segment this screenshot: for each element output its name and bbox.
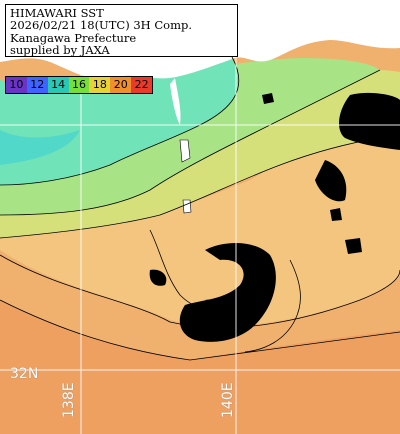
header-line-2: 2026/02/21 18(UTC) 3H Comp. [10, 18, 193, 33]
coldest-water-patch [0, 130, 80, 165]
isotherm-4 [0, 254, 400, 329]
cloud-speck-2 [330, 208, 342, 221]
south-warm-band [0, 300, 400, 434]
island-toshima [182, 199, 192, 214]
temperature-legend: 10 12 14 16 18 20 22 [5, 76, 153, 94]
legend-item-22: 22 [131, 77, 153, 93]
cloud-mask-west [149, 269, 167, 286]
lon-label-138e: 138E [61, 382, 77, 418]
legend-item-14: 14 [47, 77, 69, 93]
cloud-speck-1 [345, 238, 362, 254]
island-oshima [179, 139, 191, 163]
header-line-4: supplied by JAXA [10, 42, 110, 57]
isotherm-5 [0, 299, 400, 361]
legend-item-16: 16 [68, 77, 90, 93]
header-line-3: Kanagawa Prefecture [10, 30, 137, 45]
land-peninsula [170, 78, 181, 125]
lon-label-140e: 140E [220, 382, 236, 418]
header-box: HIMAWARI SST 2026/02/21 18(UTC) 3H Comp.… [5, 4, 238, 57]
header-line-1: HIMAWARI SST [10, 6, 104, 20]
legend-item-10: 10 [6, 77, 27, 93]
cloud-mask-east-2 [315, 160, 347, 202]
cloud-speck-3 [262, 93, 274, 104]
isotherm-6 [149, 229, 236, 311]
isotherm-3 [0, 134, 400, 239]
cloud-mask-south [179, 243, 276, 342]
legend-item-20: 20 [110, 77, 132, 93]
isotherm-2 [0, 69, 381, 216]
mid-warm-zone [0, 120, 400, 327]
isotherm-contours [0, 56, 400, 361]
legend-item-18: 18 [89, 77, 111, 93]
isotherm-1 [0, 56, 240, 186]
legend-item-12: 12 [26, 77, 48, 93]
lat-label-32n: 32N [10, 366, 39, 382]
isotherm-7 [244, 259, 301, 353]
cloud-mask-east [338, 92, 400, 150]
